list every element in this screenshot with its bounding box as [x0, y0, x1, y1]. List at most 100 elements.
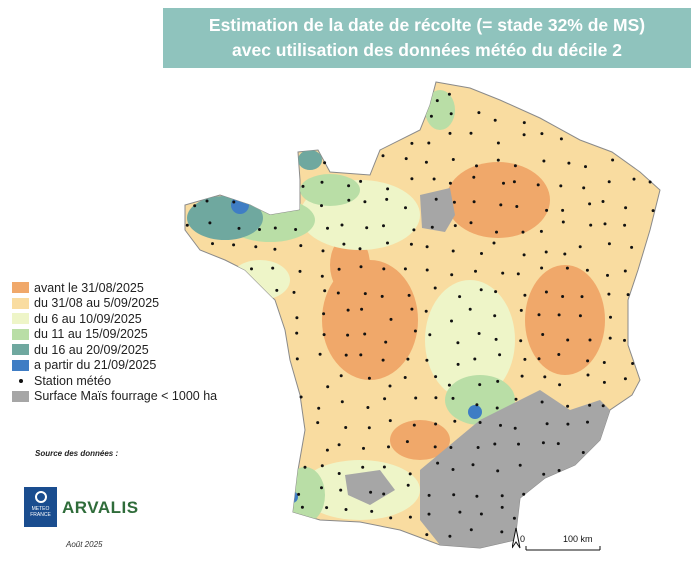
station-dot [301, 184, 305, 188]
station-dot [427, 141, 431, 145]
station-dot [522, 253, 526, 257]
station-dot [193, 204, 197, 208]
station-dot [500, 494, 504, 498]
station-dot [361, 465, 365, 469]
legend-label: Station météo [34, 373, 112, 388]
station-dot [380, 294, 384, 298]
station-dot [339, 374, 343, 378]
zone-no-data [345, 188, 620, 548]
station-dot [500, 530, 504, 534]
station-dot [273, 247, 277, 251]
station-dot [469, 528, 473, 532]
station-dot [303, 465, 307, 469]
station-dot [502, 181, 505, 185]
station-dot [185, 223, 189, 227]
zone-very-late-brittany [187, 196, 263, 240]
station-dot [448, 131, 452, 135]
station-dot [447, 383, 451, 387]
station-dot [589, 223, 593, 227]
station-dot [563, 252, 567, 256]
station-dot [540, 132, 544, 136]
legend-item-early: avant le 31/08/2025 [12, 280, 217, 296]
station-dot [292, 290, 296, 294]
station-dot [295, 316, 299, 320]
station-dot [601, 200, 605, 203]
station-dot [359, 179, 363, 183]
station-dot [250, 267, 253, 271]
station-dot [582, 186, 586, 190]
station-dot [427, 493, 431, 497]
station-dot [588, 202, 592, 206]
station-dot [452, 200, 456, 204]
station-dot [407, 293, 411, 297]
station-dot [513, 426, 517, 430]
station-dot [516, 272, 520, 276]
station-dot [588, 338, 592, 342]
station-dot [410, 307, 414, 311]
station-dot [512, 516, 516, 520]
station-dot [522, 121, 526, 125]
station-dot [389, 317, 393, 321]
station-dot [567, 161, 571, 165]
station-dot [469, 221, 473, 225]
zone-mid-west [230, 260, 290, 300]
station-dot [623, 269, 627, 273]
station-dot [545, 422, 549, 426]
station-dot [382, 465, 386, 469]
meteo-france-ring-icon [34, 491, 47, 503]
station-dot [382, 267, 386, 271]
station-dot [425, 268, 429, 272]
station-dot [258, 228, 261, 231]
station-dot [363, 200, 367, 204]
station-dot [294, 228, 298, 231]
station-dot [386, 187, 390, 191]
station-dot [558, 383, 562, 387]
station-dot [606, 273, 609, 277]
station-dot [513, 164, 517, 168]
station-dot [429, 114, 433, 118]
station-dot [320, 486, 323, 490]
station-dot [537, 357, 541, 361]
station-dot [544, 290, 548, 294]
station-dot [456, 362, 460, 366]
station-dot [449, 112, 453, 116]
station-dot [496, 379, 500, 383]
station-dot [435, 99, 439, 103]
station-dot [409, 242, 413, 246]
station-dot [436, 461, 440, 465]
legend-item-16-20: du 16 au 20/09/2025 [12, 342, 217, 358]
station-dot [542, 472, 546, 476]
station-dot [559, 184, 563, 188]
station-dot [433, 445, 437, 449]
station-dot [493, 118, 497, 122]
station-dot [427, 512, 431, 516]
station-dot [496, 141, 500, 145]
station-dot [566, 404, 570, 408]
scale-start: 0 [520, 534, 526, 544]
station-dot [414, 396, 418, 400]
station-dot [298, 269, 302, 273]
station-dot-icon [12, 375, 29, 386]
weather-stations [185, 92, 655, 538]
station-dot [602, 361, 606, 364]
station-dot [499, 423, 502, 427]
station-dot [469, 131, 473, 135]
station-dot [367, 426, 371, 430]
station-dot [359, 353, 363, 357]
station-dot [519, 339, 523, 343]
station-dot [448, 181, 452, 185]
legend-item-station: Station météo [12, 373, 217, 389]
station-dot [493, 442, 497, 446]
scale-end: 100 km [563, 534, 593, 544]
station-dot [367, 376, 371, 380]
station-dot [447, 92, 451, 96]
station-dot [408, 515, 412, 519]
station-dot [295, 357, 299, 361]
zone-early-east [525, 265, 605, 375]
station-dot [624, 206, 628, 210]
station-dot [607, 242, 611, 246]
station-dot [581, 451, 585, 454]
station-dot [271, 266, 275, 270]
station-dot [363, 292, 367, 296]
station-dot [623, 338, 626, 342]
